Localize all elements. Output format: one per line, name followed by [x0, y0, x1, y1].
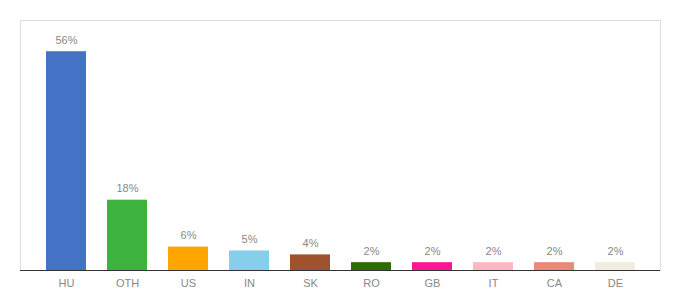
svg-text:IT: IT — [489, 277, 499, 289]
svg-text:6%: 6% — [181, 229, 197, 241]
svg-text:RO: RO — [363, 277, 380, 289]
svg-text:DE: DE — [608, 277, 623, 289]
svg-text:SK: SK — [303, 277, 318, 289]
svg-text:2%: 2% — [364, 245, 380, 257]
svg-text:2%: 2% — [425, 245, 441, 257]
svg-text:4%: 4% — [303, 237, 319, 249]
svg-text:2%: 2% — [547, 245, 563, 257]
svg-text:2%: 2% — [608, 245, 624, 257]
svg-text:18%: 18% — [116, 182, 138, 194]
svg-text:5%: 5% — [242, 233, 258, 245]
svg-text:2%: 2% — [486, 245, 502, 257]
svg-text:IN: IN — [244, 277, 255, 289]
svg-text:56%: 56% — [55, 34, 77, 46]
svg-text:OTH: OTH — [116, 277, 139, 289]
svg-text:US: US — [181, 277, 196, 289]
svg-text:HU: HU — [59, 277, 75, 289]
svg-text:CA: CA — [547, 277, 563, 289]
svg-text:GB: GB — [425, 277, 441, 289]
